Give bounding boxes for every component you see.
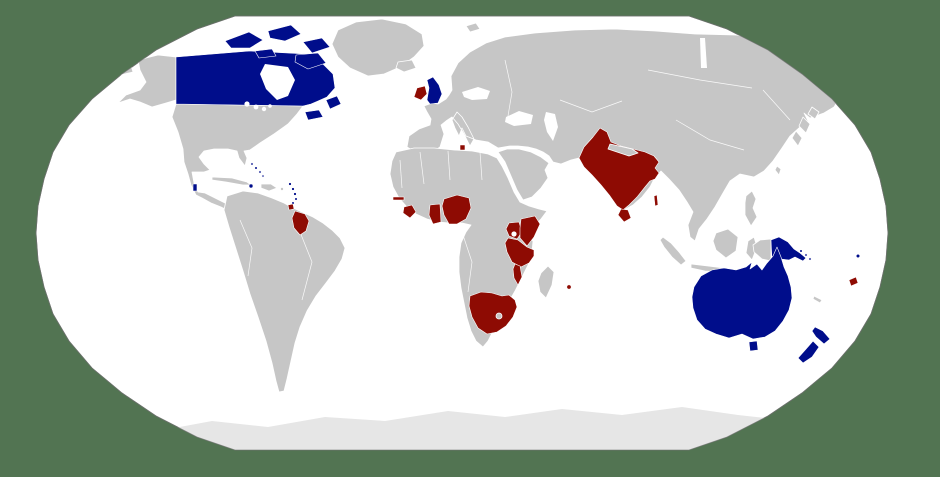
region-canada-arctic-islands bbox=[224, 24, 342, 121]
region-mauritius bbox=[566, 284, 572, 290]
region-arabia bbox=[497, 148, 550, 201]
region-taiwan bbox=[774, 165, 782, 176]
region-fiji bbox=[848, 276, 859, 287]
region-eastern-caribbean bbox=[288, 182, 298, 205]
map-outline bbox=[35, 15, 889, 451]
seas-and-lakes bbox=[244, 38, 707, 237]
region-iceland bbox=[395, 59, 417, 73]
region-sri-lanka bbox=[617, 208, 632, 223]
lake-victoria bbox=[511, 231, 517, 237]
region-new-zealand-south bbox=[797, 340, 820, 364]
region-lesotho bbox=[495, 312, 503, 320]
region-nepal-bhutan bbox=[607, 143, 639, 157]
region-united-kingdom bbox=[426, 76, 443, 105]
region-guyana bbox=[291, 210, 310, 236]
region-japan bbox=[791, 106, 820, 147]
region-antarctica bbox=[48, 407, 888, 450]
region-sierra-leone bbox=[402, 204, 417, 219]
region-uganda bbox=[505, 221, 523, 240]
region-malawi bbox=[512, 263, 523, 286]
region-bangladesh-coast-sliver bbox=[653, 194, 659, 207]
country-borders bbox=[239, 59, 791, 301]
region-tasmania bbox=[748, 340, 759, 352]
region-kenya bbox=[519, 215, 541, 247]
region-tuvalu bbox=[855, 253, 861, 259]
region-ghana bbox=[428, 203, 442, 225]
region-new-caledonia bbox=[812, 295, 823, 304]
region-south-africa bbox=[468, 291, 518, 335]
region-canada bbox=[175, 50, 336, 107]
region-solomon-islands bbox=[799, 249, 812, 261]
region-hispaniola bbox=[260, 183, 278, 192]
region-puerto-rico bbox=[279, 186, 284, 191]
region-trinidad-and-tobago bbox=[287, 203, 295, 211]
region-jamaica bbox=[248, 183, 254, 189]
region-madagascar bbox=[537, 265, 555, 299]
region-south-asia bbox=[578, 127, 660, 211]
region-nigeria bbox=[441, 194, 472, 225]
region-ireland bbox=[413, 85, 428, 101]
sea-hudson-bay bbox=[260, 64, 295, 100]
continent-south-america bbox=[223, 190, 346, 393]
region-philippines bbox=[744, 190, 758, 227]
region-gambia bbox=[392, 196, 405, 201]
region-svalbard bbox=[465, 22, 481, 33]
region-bahamas bbox=[250, 162, 265, 178]
continent-north-america bbox=[171, 103, 304, 213]
region-new-zealand-north bbox=[811, 326, 831, 345]
region-malta bbox=[459, 144, 466, 151]
region-tanzania bbox=[504, 237, 535, 268]
region-belize bbox=[192, 183, 198, 192]
region-cuba bbox=[211, 176, 252, 186]
region-australia bbox=[691, 246, 793, 340]
